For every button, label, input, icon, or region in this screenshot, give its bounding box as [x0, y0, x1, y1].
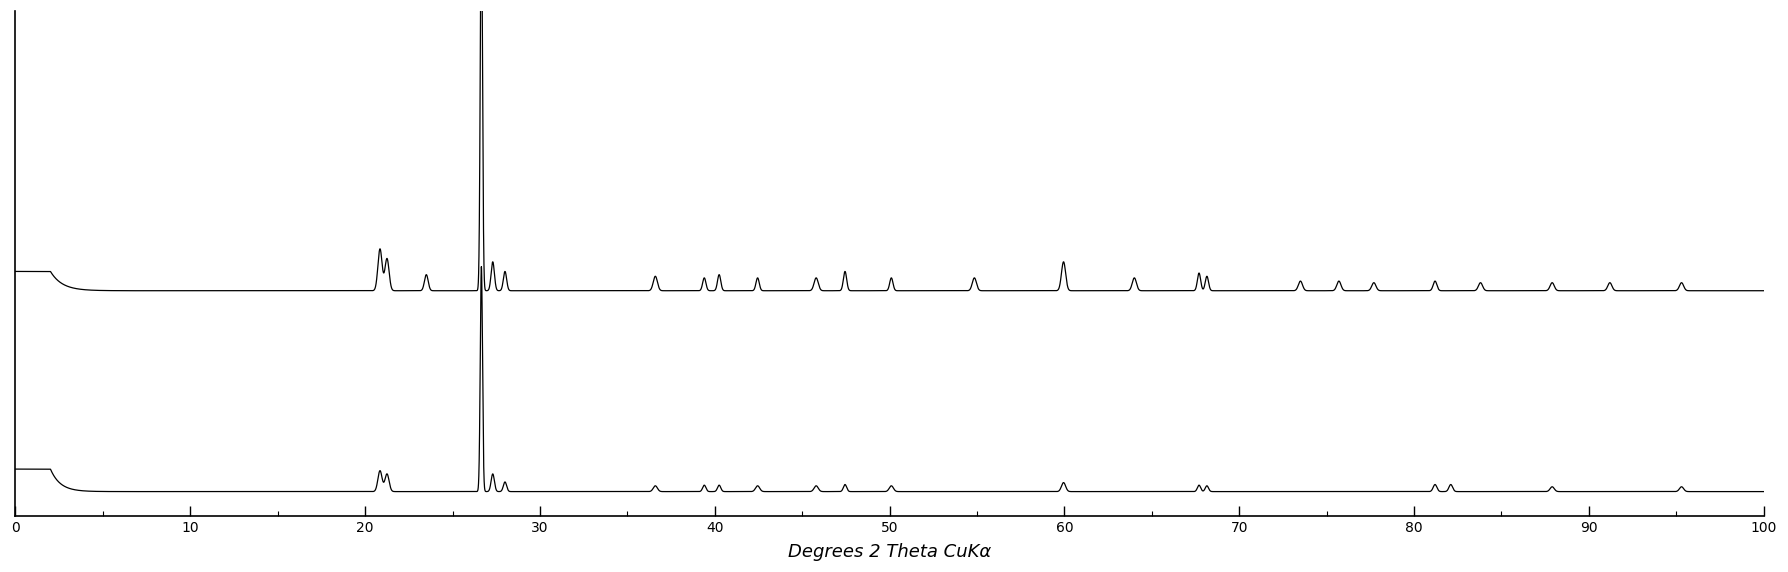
X-axis label: Degrees 2 Theta CuKα: Degrees 2 Theta CuKα — [789, 543, 991, 561]
